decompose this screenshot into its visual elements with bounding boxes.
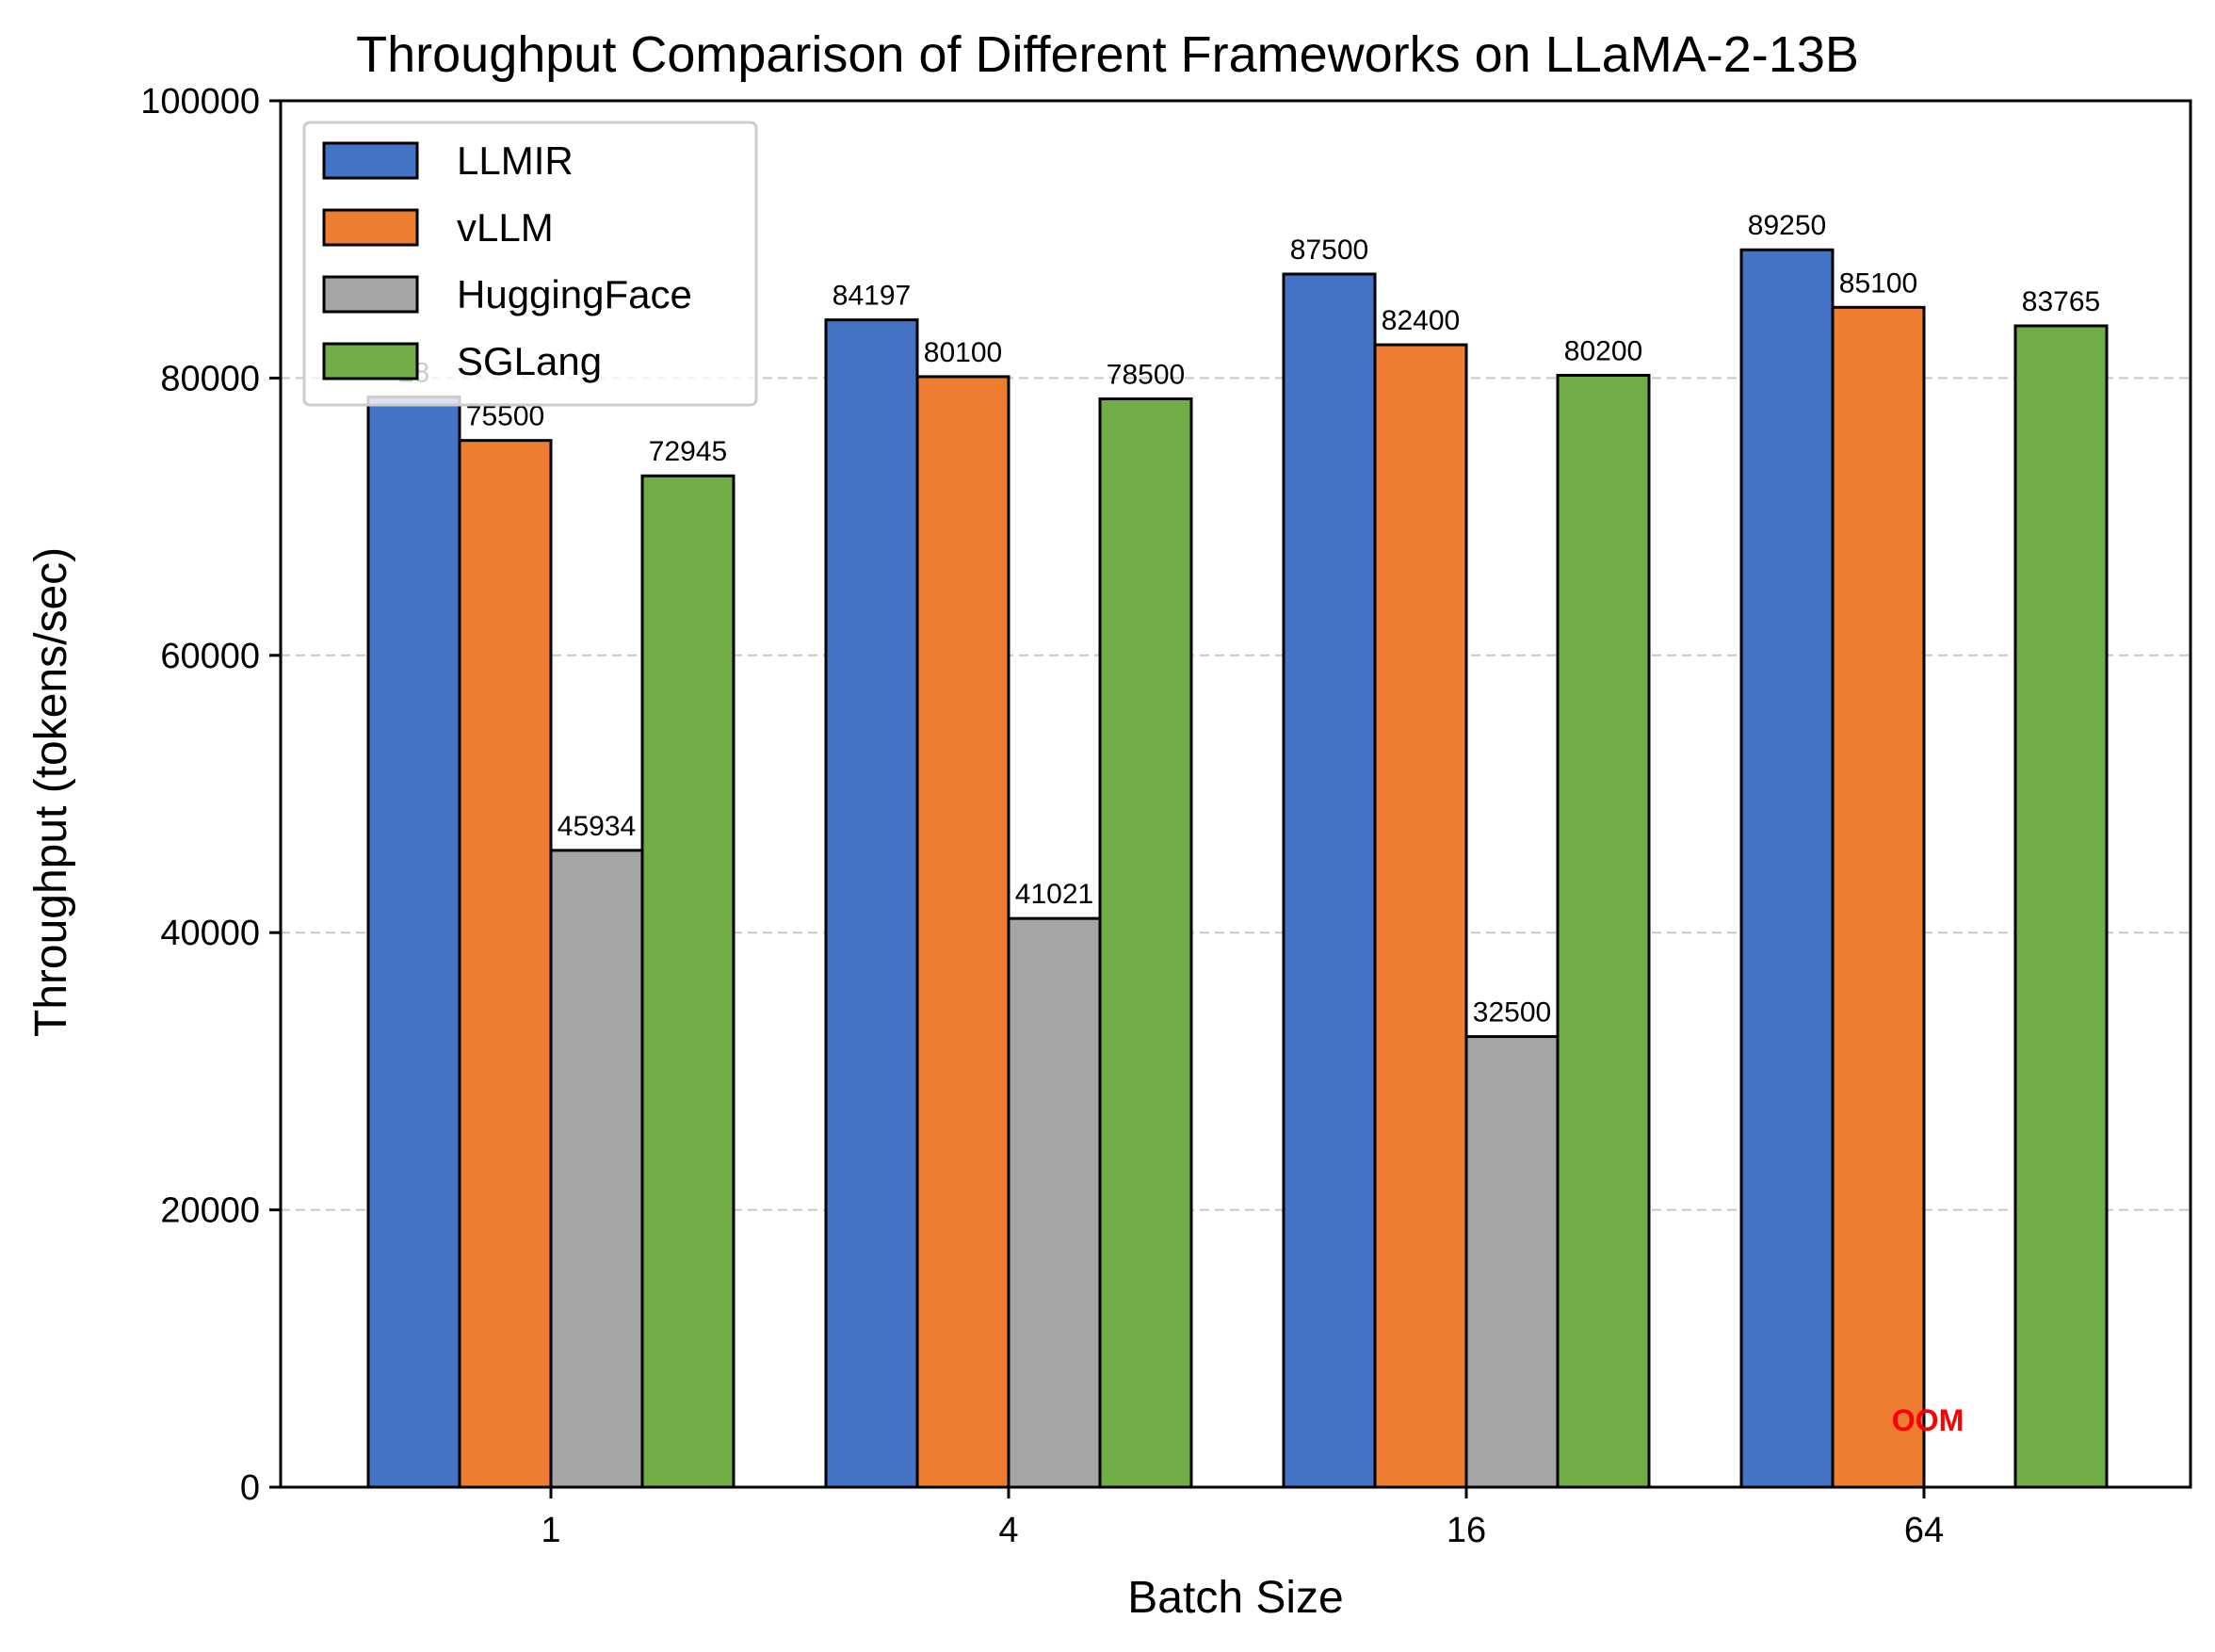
y-tick-label: 100000 — [140, 82, 260, 121]
bar-sglang-16 — [1556, 373, 1651, 1489]
legend-label-vllm: vLLM — [457, 205, 554, 250]
bar-vllm-1 — [458, 439, 553, 1489]
bar-vllm-64 — [1831, 305, 1926, 1489]
bar-value-label: 72945 — [649, 436, 727, 467]
legend: LLMIR vLLM HuggingFace SGLang — [302, 121, 758, 407]
legend-box — [302, 121, 758, 407]
bar-llmir-64 — [1739, 248, 1835, 1489]
bar-value-label: 78500 — [1107, 359, 1185, 390]
bar-value-label: 84197 — [833, 281, 911, 312]
y-tick-label: 0 — [240, 1468, 260, 1508]
legend-label-sglang: SGLang — [457, 339, 602, 383]
y-tick-label: 20000 — [160, 1191, 260, 1231]
bar-value-label: 80100 — [924, 337, 1002, 368]
y-tick-label: 40000 — [160, 914, 260, 953]
chart-title: Throughput Comparison of Different Frame… — [356, 26, 1859, 83]
bar-sglang-1 — [640, 474, 736, 1489]
oom-annotation: OOM — [1892, 1403, 1964, 1437]
bar-value-label: 45934 — [558, 811, 636, 842]
bar-sglang-4 — [1098, 397, 1193, 1489]
bar-value-label: 32500 — [1473, 997, 1551, 1028]
bar-llmir-4 — [824, 318, 919, 1489]
bar-llmir-16 — [1282, 272, 1377, 1489]
bar-llmir-1 — [366, 396, 461, 1489]
bar-vllm-4 — [915, 375, 1010, 1489]
bar-value-label: 80200 — [1564, 335, 1642, 366]
x-tick-label: 1 — [541, 1511, 560, 1550]
y-axis-label: Throughput (tokens/sec) — [26, 547, 76, 1037]
legend-label-huggingface: HuggingFace — [457, 272, 692, 316]
bar-value-label: 82400 — [1382, 305, 1460, 336]
bar-huggingface-16 — [1464, 1035, 1560, 1489]
bar-value-label: 41021 — [1015, 879, 1093, 910]
legend-swatch-vllm — [322, 208, 419, 247]
legend-swatch-sglang — [322, 342, 419, 381]
plot-frame — [279, 99, 2192, 1489]
bar-value-label: 89250 — [1748, 210, 1826, 241]
bar-vllm-16 — [1373, 343, 1468, 1489]
x-tick-label: 4 — [998, 1511, 1018, 1550]
legend-swatch-huggingface — [322, 275, 419, 314]
bar-value-label: 87500 — [1290, 235, 1368, 266]
y-tick-label: 80000 — [160, 359, 260, 398]
x-tick-label: 64 — [1904, 1511, 1944, 1550]
legend-label-llmir: LLMIR — [457, 138, 574, 183]
y-tick-label: 60000 — [160, 637, 260, 676]
bar-value-labels: 2875500459347294584197801004102178500875… — [398, 210, 2100, 1437]
bar-sglang-64 — [2013, 324, 2109, 1489]
x-axis-label: Batch Size — [1127, 1573, 1343, 1623]
bar-value-label: 83765 — [2022, 286, 2100, 317]
bar-huggingface-4 — [1007, 916, 1102, 1489]
bars — [366, 248, 2109, 1489]
axes: 0 20000 40000 60000 80000 100000 1 4 16 64 — [140, 82, 2192, 1550]
bar-value-label: 85100 — [1839, 267, 1917, 299]
x-tick-label: 16 — [1447, 1511, 1486, 1550]
legend-swatch-llmir — [322, 141, 419, 180]
bar-huggingface-1 — [549, 849, 644, 1489]
